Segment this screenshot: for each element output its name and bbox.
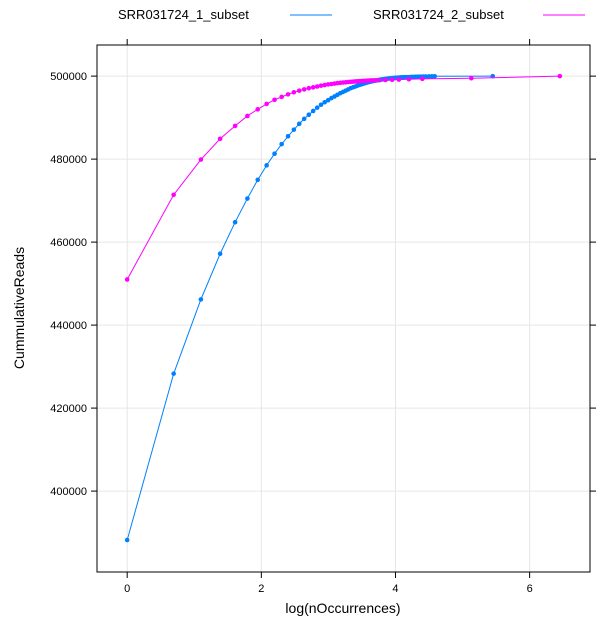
data-point xyxy=(310,108,316,114)
legend-label-series-1: SRR031724_1_subset xyxy=(118,7,249,22)
data-point xyxy=(301,116,307,122)
data-point xyxy=(279,94,284,100)
data-point xyxy=(383,77,388,83)
data-point xyxy=(245,113,250,119)
legend-label-series-2: SRR031724_2_subset xyxy=(373,7,504,22)
x-tick-label: 0 xyxy=(124,583,130,595)
data-point xyxy=(272,151,277,157)
data-point xyxy=(420,76,425,82)
data-point xyxy=(124,537,130,543)
data-point xyxy=(124,277,130,282)
data-point xyxy=(255,177,261,183)
series-line-2 xyxy=(126,75,560,280)
data-point xyxy=(245,196,250,201)
data-point xyxy=(396,77,402,82)
x-tick-label: 4 xyxy=(392,583,398,595)
data-point xyxy=(217,136,223,142)
data-point xyxy=(306,112,312,118)
data-point xyxy=(279,141,284,147)
y-tick-label: 500000 xyxy=(50,71,87,83)
data-point xyxy=(318,102,324,108)
data-point xyxy=(432,73,438,79)
data-point xyxy=(296,121,302,127)
data-point xyxy=(301,87,307,92)
data-point xyxy=(171,192,176,198)
data-point xyxy=(198,157,204,162)
data-point xyxy=(322,99,327,105)
data-point xyxy=(232,219,238,225)
data-point xyxy=(285,92,291,97)
data-point xyxy=(296,88,302,93)
series-line-1 xyxy=(126,75,493,541)
data-point xyxy=(217,251,223,257)
data-point xyxy=(373,77,378,83)
data-point xyxy=(314,84,320,89)
data-point xyxy=(325,97,331,103)
data-point xyxy=(322,82,327,88)
data-point xyxy=(264,101,269,107)
y-tick-label: 480000 xyxy=(50,154,87,166)
data-point xyxy=(255,107,261,112)
y-tick-label: 400000 xyxy=(50,486,87,498)
data-point xyxy=(318,83,324,88)
y-tick-label: 420000 xyxy=(50,403,87,415)
series-layer xyxy=(124,73,563,543)
y-axis-label: CummulativeReads xyxy=(11,247,27,369)
plot-frame xyxy=(96,44,591,573)
data-point xyxy=(291,90,297,95)
data-point xyxy=(377,77,382,83)
axis-ticks: 0 2 4 6 400000 420000 440000 460000 480000 500000 xyxy=(50,39,596,595)
x-tick-label: 6 xyxy=(527,583,533,595)
data-point xyxy=(310,85,316,90)
data-point xyxy=(468,75,474,81)
data-point xyxy=(314,105,320,110)
data-point xyxy=(285,133,291,139)
data-point xyxy=(232,123,238,129)
y-tick-label: 440000 xyxy=(50,320,87,332)
series-1 xyxy=(124,73,496,543)
data-point xyxy=(389,77,395,83)
data-point xyxy=(171,371,176,376)
data-point xyxy=(557,73,563,79)
data-point xyxy=(264,163,269,168)
legend: SRR031724_1_subset SRR031724_2_subset xyxy=(118,7,585,22)
data-point xyxy=(291,127,297,132)
data-point xyxy=(406,76,412,82)
data-point xyxy=(306,85,312,91)
x-axis-label: log(nOccurrences) xyxy=(285,600,400,616)
data-point xyxy=(198,297,204,302)
x-tick-label: 2 xyxy=(258,583,264,595)
series-2 xyxy=(124,73,563,282)
data-point xyxy=(272,97,277,103)
grid xyxy=(97,45,590,572)
y-tick-label: 460000 xyxy=(50,237,87,249)
